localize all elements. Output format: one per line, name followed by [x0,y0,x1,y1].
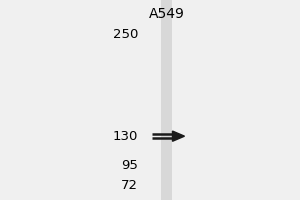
Text: 250: 250 [112,28,138,41]
Text: 95: 95 [121,159,138,172]
Bar [160,0,172,200]
Text: 72: 72 [121,179,138,192]
Text: A549: A549 [148,7,184,21]
Text: 130: 130 [112,130,138,143]
Polygon shape [172,131,184,141]
